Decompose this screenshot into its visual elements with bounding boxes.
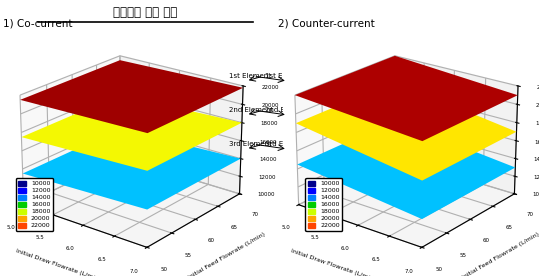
Legend: 10000, 12000, 14000, 16000, 18000, 20000, 22000: 10000, 12000, 14000, 16000, 18000, 20000… bbox=[306, 178, 342, 231]
Text: 1st Element: 1st Element bbox=[265, 73, 307, 79]
Legend: 10000, 12000, 14000, 16000, 18000, 20000, 22000: 10000, 12000, 14000, 16000, 18000, 20000… bbox=[16, 178, 53, 231]
Text: 2nd Element: 2nd Element bbox=[265, 107, 310, 113]
Text: 3rd Element: 3rd Element bbox=[230, 141, 272, 147]
Text: 1) Co-current: 1) Co-current bbox=[3, 18, 73, 28]
Text: 2) Counter-current: 2) Counter-current bbox=[278, 18, 375, 28]
Text: 3rd Element: 3rd Element bbox=[265, 141, 308, 147]
X-axis label: Initial Draw Flowrate (L/min): Initial Draw Flowrate (L/min) bbox=[290, 248, 376, 276]
Y-axis label: Initial Feed Flowrate (L/min): Initial Feed Flowrate (L/min) bbox=[187, 232, 266, 276]
Y-axis label: Initial Feed Flowrate (L/min): Initial Feed Flowrate (L/min) bbox=[462, 232, 539, 276]
Text: 2nd Element: 2nd Element bbox=[230, 107, 274, 113]
X-axis label: Initial Draw Flowrate (L/min): Initial Draw Flowrate (L/min) bbox=[15, 248, 101, 276]
Text: 1st Element: 1st Element bbox=[230, 73, 271, 79]
Text: 희석해수 농도 분포: 희석해수 농도 분포 bbox=[113, 6, 178, 18]
